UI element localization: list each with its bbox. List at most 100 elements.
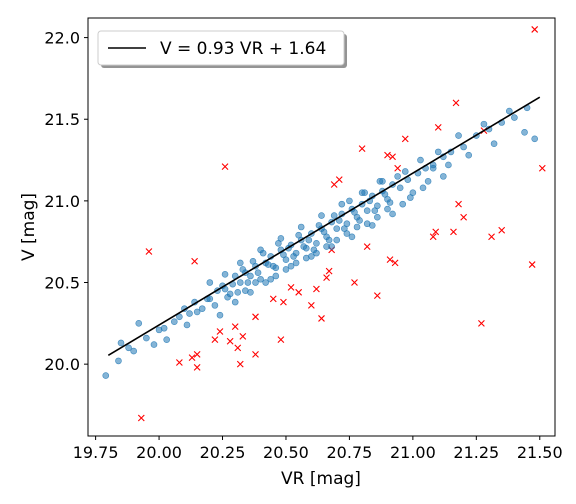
member-point (480, 120, 488, 128)
member-point (379, 177, 386, 185)
x-tick-label: 21.50 (517, 443, 563, 462)
member-point (163, 336, 170, 343)
member-point (254, 269, 262, 277)
member-point (257, 275, 264, 283)
member-point (368, 222, 376, 229)
member-point (313, 249, 320, 257)
outlier-point (307, 301, 315, 309)
member-point (117, 339, 125, 347)
member-point (282, 266, 290, 273)
y-tick-label: 21.5 (44, 110, 80, 129)
outlier-point (460, 213, 468, 221)
member-point (434, 148, 442, 156)
outlier-point (252, 350, 259, 358)
member-point (183, 321, 191, 329)
member-point (249, 257, 257, 265)
fit-line (107, 96, 541, 357)
member-point (257, 246, 264, 254)
outlier-point (277, 336, 285, 344)
member-point (305, 236, 313, 244)
member-point (384, 205, 391, 213)
member-point (419, 184, 427, 192)
member-point (358, 189, 366, 197)
member-point (401, 168, 409, 175)
outlier-point (325, 267, 333, 275)
legend-label: V = 0.93 VR + 1.64 (160, 39, 326, 59)
outlier-point (434, 124, 442, 131)
outlier-point (429, 233, 437, 241)
member-point (455, 132, 462, 139)
member-point (269, 262, 277, 270)
outlier-point (211, 336, 219, 344)
x-tick-label: 20.75 (327, 443, 373, 462)
member-point (318, 212, 325, 219)
outlier-point (452, 99, 460, 107)
member-point (236, 259, 244, 267)
outlier-point (221, 163, 229, 170)
member-point (440, 173, 447, 180)
member-point (346, 197, 353, 205)
member-point (247, 272, 254, 280)
member-point (363, 207, 371, 214)
outlier-point (488, 233, 495, 241)
outlier-point (478, 319, 485, 327)
member-point (424, 177, 432, 185)
member-point (252, 279, 259, 286)
outlier-point (386, 256, 394, 264)
outlier-point (432, 228, 440, 236)
outlier-point (188, 354, 196, 362)
member-point (150, 341, 158, 348)
member-point (143, 334, 150, 342)
member-point (460, 143, 467, 151)
outlier-point (234, 344, 242, 352)
member-point (295, 231, 302, 239)
outlier-point (313, 285, 320, 293)
outlier-point (269, 295, 277, 303)
outlier-point (175, 359, 183, 366)
member-point (130, 347, 137, 355)
member-point (292, 259, 300, 267)
outlier-point (226, 337, 234, 345)
member-point (511, 114, 518, 121)
outlier-point (389, 153, 396, 161)
member-point (170, 318, 178, 326)
member-point (290, 253, 297, 260)
outlier-point (538, 164, 546, 172)
outlier-point (236, 360, 244, 368)
x-tick-label: 21.25 (453, 443, 499, 462)
member-point (490, 140, 498, 148)
member-point (239, 266, 247, 273)
outlier-point (394, 164, 402, 172)
outlier-point (191, 257, 198, 265)
member-point (262, 279, 269, 286)
member-point (211, 302, 219, 309)
outlier-point (287, 284, 295, 291)
outlier-point (335, 176, 343, 184)
outlier-point (193, 364, 201, 371)
x-tick-label: 20.50 (263, 443, 309, 462)
member-point (371, 207, 379, 214)
plot-area (87, 17, 556, 437)
member-point (429, 164, 437, 172)
member-point (221, 271, 229, 278)
member-point (244, 279, 252, 286)
outlier-point (358, 145, 366, 153)
member-point (465, 151, 473, 159)
member-point (374, 213, 381, 221)
outlier-point (528, 261, 536, 268)
member-point (389, 210, 396, 218)
x-axis-label: VR [mag] (281, 469, 361, 489)
member-point (381, 191, 389, 198)
y-axis-label: V [mag] (19, 193, 39, 261)
outlier-point (384, 151, 391, 159)
member-point (176, 313, 183, 321)
outlier-point (239, 333, 247, 340)
member-point (417, 156, 424, 164)
outlier-point (401, 135, 409, 143)
member-point (224, 293, 231, 301)
member-point (407, 194, 414, 201)
member-point (394, 173, 401, 180)
outlier-point (351, 279, 358, 286)
member-point (287, 262, 295, 270)
member-point (338, 200, 346, 208)
